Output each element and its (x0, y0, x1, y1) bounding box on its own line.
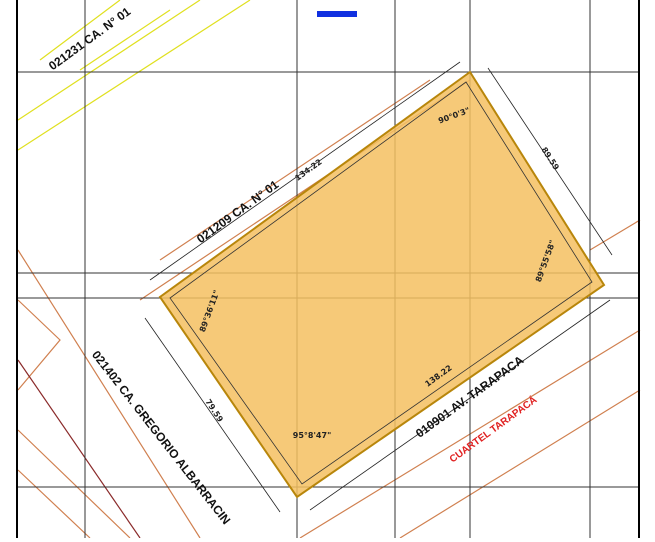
angle-label: 95°8'47" (293, 431, 331, 440)
map: 021231 CA. N° 01 021209 CA. N° 01 021402… (0, 0, 655, 538)
